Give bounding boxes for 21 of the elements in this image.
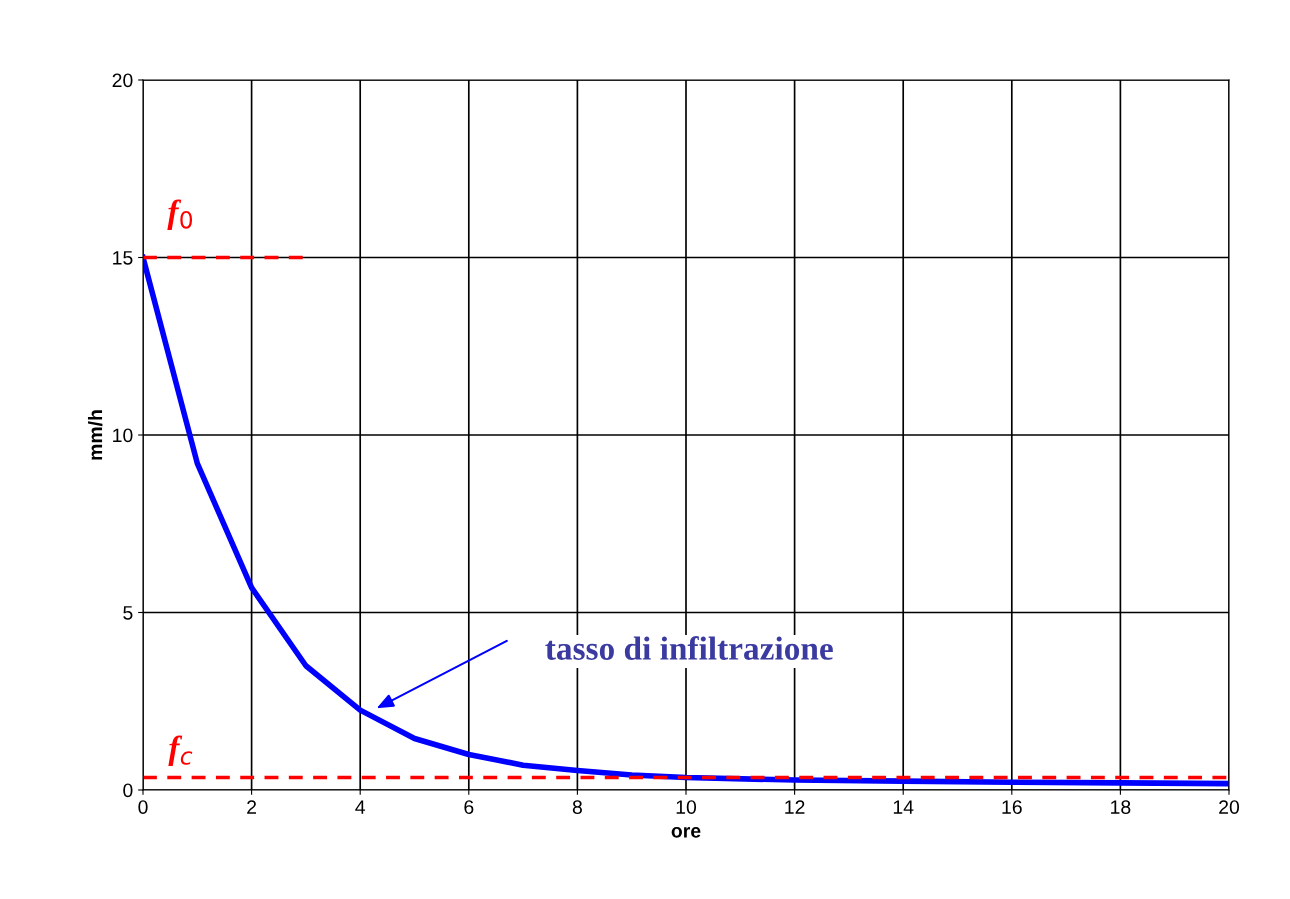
x-tick-label: 0 <box>138 800 148 814</box>
x-tick-label: 6 <box>464 800 474 814</box>
x-tick-label: 2 <box>247 800 257 814</box>
x-tick-label: 18 <box>1111 800 1131 814</box>
annotation: f$_{0}$ <box>167 199 193 230</box>
annotation: tasso di infiltrazione <box>545 636 833 660</box>
x-axis-title: ore <box>671 827 701 838</box>
x-tick-label: 12 <box>785 800 805 814</box>
y-tick-label: 20 <box>112 73 133 88</box>
x-tick-label: 20 <box>1219 800 1240 814</box>
y-axis-title: mm/h <box>87 410 103 460</box>
x-tick-label: 14 <box>893 800 914 814</box>
y-tick-label: 15 <box>113 251 133 265</box>
y-tick-label: 5 <box>123 606 133 620</box>
x-tick-label: 4 <box>355 800 366 814</box>
y-tick-label: 10 <box>113 428 133 443</box>
x-tick-label: 16 <box>1002 800 1022 814</box>
annotation: f$_{c}$ <box>168 735 193 767</box>
y-tick-label: 0 <box>123 783 133 798</box>
x-tick-label: 8 <box>572 800 582 814</box>
x-tick-label: 10 <box>676 800 697 814</box>
